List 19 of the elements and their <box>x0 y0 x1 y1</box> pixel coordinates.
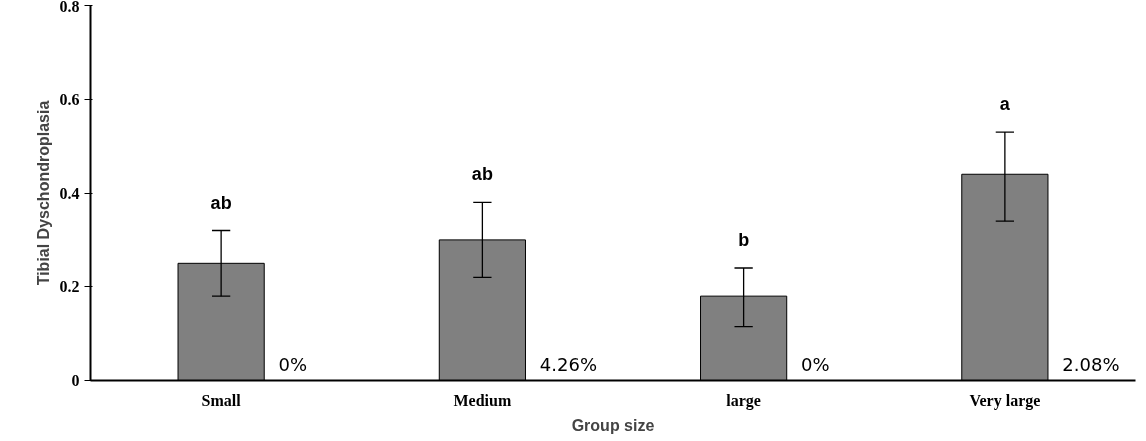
annotation: ab <box>471 164 493 185</box>
annotation: 4.26% <box>539 353 598 375</box>
x-tick-label: Small <box>201 391 242 409</box>
annotation: b <box>738 230 750 250</box>
y-tick-label: 0.2 <box>59 278 80 296</box>
annotation: a <box>999 94 1011 115</box>
x-axis-title: Group size <box>571 416 655 434</box>
annotation: 2.08% <box>1062 353 1120 375</box>
y-tick-label: 0.8 <box>59 0 80 15</box>
y-tick-label: 0.4 <box>59 184 80 202</box>
y-tick-label: 0 <box>71 372 80 389</box>
x-tick-label: Medium <box>453 391 512 409</box>
y-axis-title: Tibial Dyschondroplasia <box>34 100 52 286</box>
y-tick-label: 0.6 <box>59 90 80 108</box>
annotation: 0% <box>801 353 830 375</box>
annotation: 0% <box>278 353 308 375</box>
x-tick-label: large <box>726 391 761 410</box>
x-tick-label: Very large <box>969 391 1041 410</box>
annotation: ab <box>210 192 232 213</box>
